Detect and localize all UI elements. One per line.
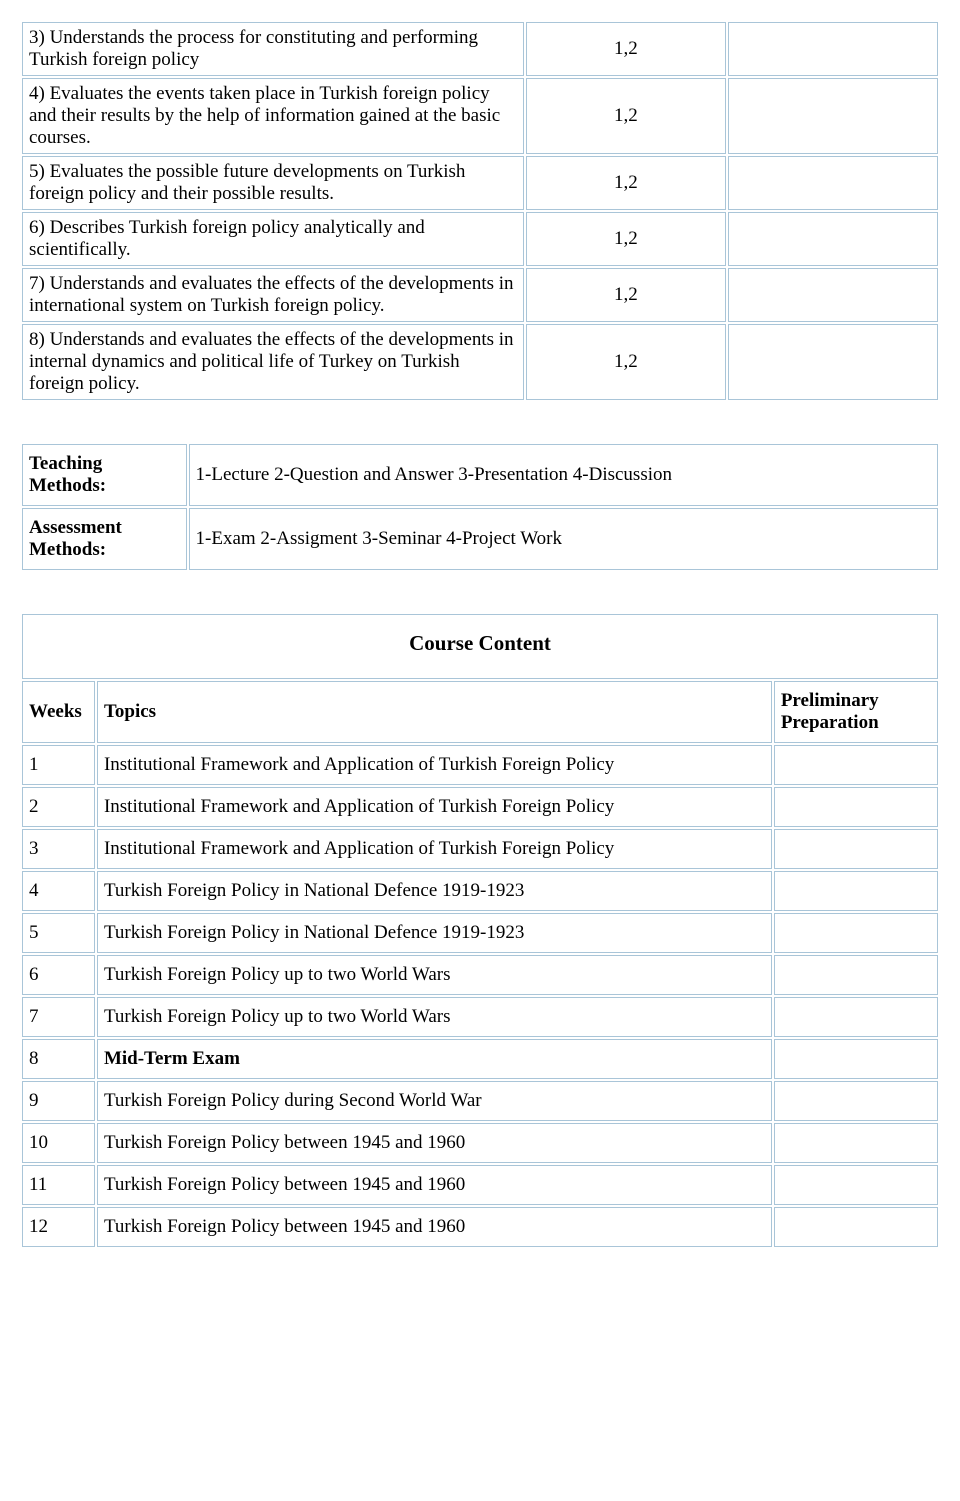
content-prep (774, 1165, 938, 1205)
outcome-desc: 8) Understands and evaluates the effects… (22, 324, 524, 400)
content-week: 2 (22, 787, 95, 827)
outcome-empty (728, 324, 938, 400)
content-row: 9Turkish Foreign Policy during Second Wo… (22, 1081, 938, 1121)
content-topic: Institutional Framework and Application … (97, 829, 772, 869)
assessment-methods-label: Assessment Methods: (22, 508, 187, 570)
teaching-methods-value: 1-Lecture 2-Question and Answer 3-Presen… (189, 444, 938, 506)
content-prep (774, 955, 938, 995)
methods-table: Teaching Methods: 1-Lecture 2-Question a… (20, 442, 940, 572)
outcome-value: 1,2 (526, 78, 727, 154)
outcome-value: 1,2 (526, 268, 727, 322)
content-prep (774, 1207, 938, 1247)
teaching-methods-row: Teaching Methods: 1-Lecture 2-Question a… (22, 444, 938, 506)
content-topic: Institutional Framework and Application … (97, 745, 772, 785)
content-topic: Turkish Foreign Policy in National Defen… (97, 871, 772, 911)
assessment-methods-value: 1-Exam 2-Assigment 3-Seminar 4-Project W… (189, 508, 938, 570)
outcome-empty (728, 212, 938, 266)
content-week: 9 (22, 1081, 95, 1121)
header-weeks: Weeks (22, 681, 95, 743)
content-row: 6Turkish Foreign Policy up to two World … (22, 955, 938, 995)
assessment-methods-row: Assessment Methods: 1-Exam 2-Assigment 3… (22, 508, 938, 570)
content-row: 5Turkish Foreign Policy in National Defe… (22, 913, 938, 953)
outcome-row: 5) Evaluates the possible future develop… (22, 156, 938, 210)
content-week: 5 (22, 913, 95, 953)
content-week: 6 (22, 955, 95, 995)
content-topic: Turkish Foreign Policy between 1945 and … (97, 1123, 772, 1163)
content-row: 7Turkish Foreign Policy up to two World … (22, 997, 938, 1037)
outcome-row: 7) Understands and evaluates the effects… (22, 268, 938, 322)
outcome-desc: 4) Evaluates the events taken place in T… (22, 78, 524, 154)
content-prep (774, 913, 938, 953)
outcome-row: 6) Describes Turkish foreign policy anal… (22, 212, 938, 266)
outcome-value: 1,2 (526, 156, 727, 210)
outcome-desc: 5) Evaluates the possible future develop… (22, 156, 524, 210)
outcome-desc: 7) Understands and evaluates the effects… (22, 268, 524, 322)
content-row: 4Turkish Foreign Policy in National Defe… (22, 871, 938, 911)
content-row: 8Mid-Term Exam (22, 1039, 938, 1079)
outcome-empty (728, 156, 938, 210)
course-content-title-row: Course Content (22, 614, 938, 679)
content-row: 10Turkish Foreign Policy between 1945 an… (22, 1123, 938, 1163)
content-week: 12 (22, 1207, 95, 1247)
content-week: 10 (22, 1123, 95, 1163)
content-week: 8 (22, 1039, 95, 1079)
outcome-empty (728, 268, 938, 322)
content-topic: Mid-Term Exam (97, 1039, 772, 1079)
content-week: 3 (22, 829, 95, 869)
content-topic: Turkish Foreign Policy up to two World W… (97, 955, 772, 995)
outcome-desc: 3) Understands the process for constitut… (22, 22, 524, 76)
header-topics: Topics (97, 681, 772, 743)
outcome-empty (728, 78, 938, 154)
content-prep (774, 871, 938, 911)
outcome-row: 4) Evaluates the events taken place in T… (22, 78, 938, 154)
course-content-title: Course Content (22, 614, 938, 679)
content-prep (774, 829, 938, 869)
content-prep (774, 1123, 938, 1163)
content-week: 1 (22, 745, 95, 785)
content-week: 11 (22, 1165, 95, 1205)
content-week: 7 (22, 997, 95, 1037)
content-row: 11Turkish Foreign Policy between 1945 an… (22, 1165, 938, 1205)
content-prep (774, 1039, 938, 1079)
course-content-table: Course Content Weeks Topics Preliminary … (20, 612, 940, 1249)
outcome-value: 1,2 (526, 212, 727, 266)
content-topic: Turkish Foreign Policy during Second Wor… (97, 1081, 772, 1121)
content-topic: Turkish Foreign Policy between 1945 and … (97, 1165, 772, 1205)
course-content-header-row: Weeks Topics Preliminary Preparation (22, 681, 938, 743)
header-prep: Preliminary Preparation (774, 681, 938, 743)
content-topic: Turkish Foreign Policy up to two World W… (97, 997, 772, 1037)
content-row: 12Turkish Foreign Policy between 1945 an… (22, 1207, 938, 1247)
outcome-empty (728, 22, 938, 76)
content-row: 1Institutional Framework and Application… (22, 745, 938, 785)
outcome-value: 1,2 (526, 22, 727, 76)
content-week: 4 (22, 871, 95, 911)
content-topic: Turkish Foreign Policy between 1945 and … (97, 1207, 772, 1247)
content-prep (774, 1081, 938, 1121)
outcome-desc: 6) Describes Turkish foreign policy anal… (22, 212, 524, 266)
teaching-methods-label: Teaching Methods: (22, 444, 187, 506)
content-row: 2Institutional Framework and Application… (22, 787, 938, 827)
content-prep (774, 997, 938, 1037)
content-topic: Institutional Framework and Application … (97, 787, 772, 827)
outcome-value: 1,2 (526, 324, 727, 400)
content-topic: Turkish Foreign Policy in National Defen… (97, 913, 772, 953)
outcomes-table: 3) Understands the process for constitut… (20, 20, 940, 402)
content-prep (774, 745, 938, 785)
content-row: 3Institutional Framework and Application… (22, 829, 938, 869)
outcome-row: 8) Understands and evaluates the effects… (22, 324, 938, 400)
outcome-row: 3) Understands the process for constitut… (22, 22, 938, 76)
content-prep (774, 787, 938, 827)
